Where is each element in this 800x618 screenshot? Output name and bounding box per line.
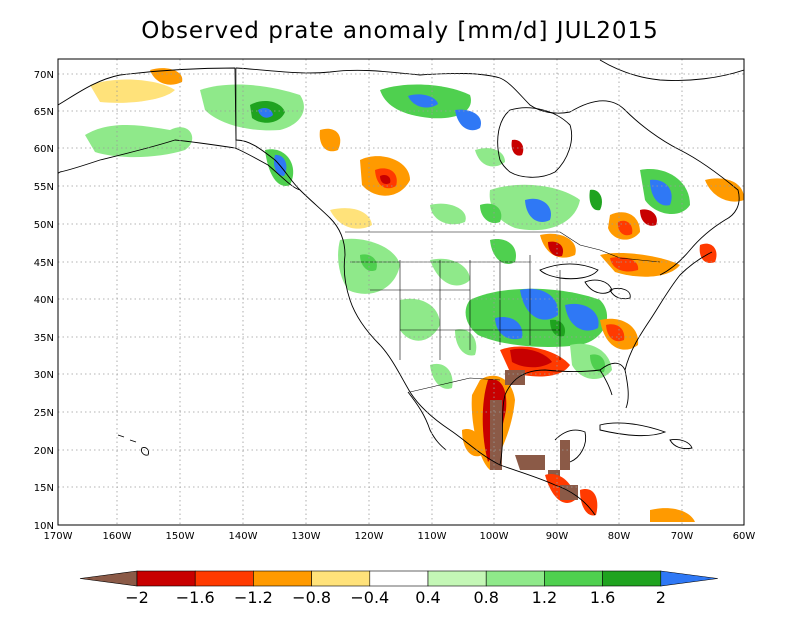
lon-label: 90W <box>546 531 569 542</box>
lat-label: 35N <box>34 333 54 344</box>
map-frame <box>57 58 745 526</box>
colorbar-swatch <box>427 570 487 587</box>
colorbar-arrow-high <box>660 570 718 587</box>
lat-label: 50N <box>34 220 54 231</box>
graticule <box>58 59 744 525</box>
lat-axis: 70N 65N 60N 55N 50N 45N 40N 35N 30N 25N … <box>34 70 54 532</box>
lat-label: 25N <box>34 408 54 419</box>
lon-label: 170W <box>44 531 73 542</box>
colorbar-swatch <box>194 570 254 587</box>
lat-label: 30N <box>34 370 54 381</box>
lon-label: 130W <box>292 531 321 542</box>
colorbar-label: 0.4 <box>415 588 440 607</box>
lon-label: 110W <box>418 531 447 542</box>
colorbar-label: 0.8 <box>473 588 498 607</box>
colorbar-swatch <box>253 570 312 587</box>
colorbar-label: 2 <box>656 588 666 607</box>
colorbar-swatch <box>485 570 545 587</box>
colorbar-swatch <box>136 570 196 587</box>
colorbar-arrow-low <box>79 570 138 587</box>
lon-label: 70W <box>671 531 694 542</box>
lat-label: 10N <box>34 521 54 532</box>
colorbar-label: −1.6 <box>176 588 215 607</box>
lat-label: 40N <box>34 295 54 306</box>
lon-label: 120W <box>355 531 384 542</box>
lat-label: 55N <box>34 182 54 193</box>
colorbar-label: −1.2 <box>234 588 273 607</box>
lon-label: 100W <box>480 531 509 542</box>
lat-label: 45N <box>34 258 54 269</box>
colorbar-label: −2 <box>125 588 149 607</box>
lon-axis: 170W 160W 150W 140W 130W 120W 110W 100W … <box>44 531 756 542</box>
colorbar-label: −0.8 <box>292 588 331 607</box>
colorbar-label: −0.4 <box>350 588 389 607</box>
lon-label: 160W <box>103 531 132 542</box>
lat-label: 65N <box>34 107 54 118</box>
lat-label: 15N <box>34 483 54 494</box>
lat-label: 20N <box>34 446 54 457</box>
colorbar-swatch <box>602 570 662 587</box>
map-title: Observed prate anomaly [mm/d] JUL2015 <box>141 18 659 44</box>
anomaly-field <box>85 68 744 522</box>
colorbar: −2 −1.6 −1.2 −0.8 −0.4 0.4 0.8 1.2 1.6 2 <box>79 570 718 607</box>
lon-label: 150W <box>166 531 195 542</box>
political-borders <box>235 68 661 393</box>
lat-label: 70N <box>34 70 54 81</box>
colorbar-label: 1.6 <box>590 588 615 607</box>
colorbar-swatch <box>544 570 603 587</box>
colorbar-label: 1.2 <box>532 588 557 607</box>
lon-label: 60W <box>733 531 756 542</box>
lat-label: 60N <box>34 144 54 155</box>
lon-label: 80W <box>608 531 631 542</box>
lon-label: 140W <box>229 531 258 542</box>
colorbar-swatch <box>369 570 429 587</box>
coastlines <box>58 59 744 516</box>
colorbar-swatch <box>311 570 371 587</box>
